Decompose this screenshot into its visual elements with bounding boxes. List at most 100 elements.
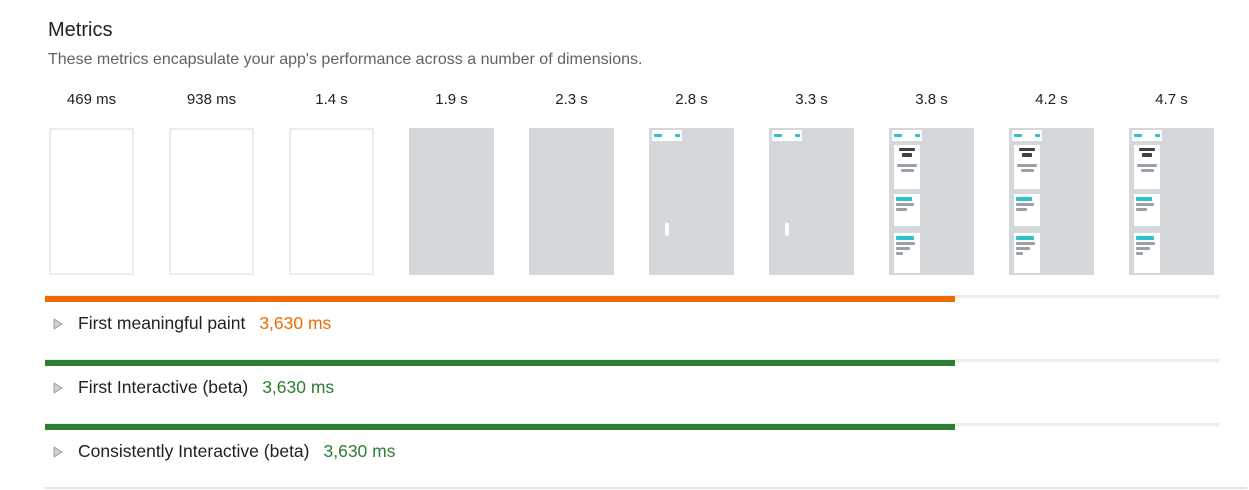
heading-line <box>896 197 912 201</box>
bottom-divider <box>45 487 1247 489</box>
filmstrip-thumbnail <box>1009 128 1094 275</box>
heading-line <box>1136 236 1154 240</box>
text-line <box>1136 247 1150 250</box>
text-line <box>1016 247 1030 250</box>
metric-name: First meaningful paint <box>78 313 246 333</box>
thumbnail-header-chip <box>1012 130 1042 141</box>
expand-arrow-icon[interactable] <box>53 446 63 458</box>
text-line <box>896 208 907 211</box>
metric-row[interactable]: First meaningful paint 3,630 ms <box>45 295 1249 359</box>
expand-arrow-icon[interactable] <box>53 382 63 394</box>
filmstrip-frame: 4.7 s <box>1129 91 1214 275</box>
thumbnail-menu-mark <box>915 134 920 137</box>
metric-row[interactable]: First Interactive (beta) 3,630 ms <box>45 359 1249 423</box>
text-line <box>1136 252 1143 255</box>
filmstrip-frame: 3.3 s <box>769 91 854 275</box>
page-title: Metrics <box>48 19 113 41</box>
filmstrip-timestamp: 3.3 s <box>795 91 828 108</box>
heading-line <box>1136 197 1152 201</box>
filmstrip-frame: 469 ms <box>49 91 134 275</box>
text-line <box>896 247 910 250</box>
text-line <box>1016 252 1023 255</box>
text-line <box>1142 153 1152 157</box>
text-line <box>1136 208 1147 211</box>
thumbnail-menu-mark <box>1035 134 1040 137</box>
text-line <box>1017 164 1037 167</box>
filmstrip-timestamp: 4.2 s <box>1035 91 1068 108</box>
thumbnail-loading-bar <box>665 223 669 236</box>
thumbnail-header-chip <box>652 130 682 141</box>
filmstrip-thumbnail <box>49 128 134 275</box>
filmstrip: 469 ms 938 ms 1.4 s 1.9 s 2.3 s 2.8 s 3.… <box>49 91 1249 275</box>
filmstrip-timestamp: 469 ms <box>66 91 117 108</box>
thumbnail-section-card <box>1014 194 1040 226</box>
metric-bar-fill <box>45 360 955 366</box>
text-line <box>1136 242 1155 245</box>
metric-row[interactable]: Consistently Interactive (beta) 3,630 ms <box>45 423 1249 487</box>
thumbnail-section-card <box>894 194 920 226</box>
metric-label-line: First Interactive (beta) 3,630 ms <box>47 377 1249 398</box>
filmstrip-timestamp: 1.9 s <box>435 91 468 108</box>
filmstrip-timestamp: 1.4 s <box>315 91 348 108</box>
thumbnail-logo-mark <box>1134 134 1142 137</box>
text-line <box>1137 164 1157 167</box>
thumbnail-menu-mark <box>795 134 800 137</box>
filmstrip-frame: 4.2 s <box>1009 91 1094 275</box>
filmstrip-frame: 1.9 s <box>409 91 494 275</box>
filmstrip-thumbnail <box>769 128 854 275</box>
metric-name: Consistently Interactive (beta) <box>78 441 310 461</box>
metric-bar-fill <box>45 296 955 302</box>
text-line <box>1016 203 1034 206</box>
thumbnail-header-chip <box>1132 130 1162 141</box>
filmstrip-timestamp: 938 ms <box>186 91 237 108</box>
thumbnail-logo-mark <box>894 134 902 137</box>
metric-value: 3,630 ms <box>323 441 396 461</box>
text-line <box>1016 242 1035 245</box>
thumbnail-logo-mark <box>774 134 782 137</box>
thumbnail-hero-card <box>1134 145 1160 189</box>
filmstrip-thumbnail <box>289 128 374 275</box>
metric-name: First Interactive (beta) <box>78 377 249 397</box>
text-line <box>1020 169 1034 172</box>
metric-value: 3,630 ms <box>262 377 335 397</box>
text-line <box>1140 169 1154 172</box>
expand-arrow-icon[interactable] <box>53 318 63 330</box>
heading-line <box>1016 236 1034 240</box>
thumbnail-loading-bar <box>785 223 789 236</box>
text-line <box>900 169 914 172</box>
filmstrip-timestamp: 2.8 s <box>675 91 708 108</box>
filmstrip-timestamp: 4.7 s <box>1155 91 1188 108</box>
text-line <box>1019 148 1035 151</box>
filmstrip-frame: 2.8 s <box>649 91 734 275</box>
metric-timeline-bar <box>45 359 1219 366</box>
text-line <box>896 242 915 245</box>
text-line <box>902 153 912 157</box>
filmstrip-thumbnail <box>1129 128 1214 275</box>
metric-label-line: Consistently Interactive (beta) 3,630 ms <box>47 441 1249 462</box>
filmstrip-timestamp: 2.3 s <box>555 91 588 108</box>
thumbnail-section-card <box>1134 194 1160 226</box>
metric-value: 3,630 ms <box>259 313 332 333</box>
metric-label-line: First meaningful paint 3,630 ms <box>47 313 1249 334</box>
filmstrip-frame: 1.4 s <box>289 91 374 275</box>
filmstrip-frame: 938 ms <box>169 91 254 275</box>
thumbnail-menu-mark <box>1155 134 1160 137</box>
text-line <box>1139 148 1155 151</box>
page-subtitle: These metrics encapsulate your app's per… <box>48 51 643 68</box>
filmstrip-thumbnail <box>649 128 734 275</box>
filmstrip-frame: 2.3 s <box>529 91 614 275</box>
filmstrip-timestamp: 3.8 s <box>915 91 948 108</box>
filmstrip-thumbnail <box>529 128 614 275</box>
filmstrip-thumbnail <box>889 128 974 275</box>
text-line <box>1022 153 1032 157</box>
thumbnail-hero-card <box>894 145 920 189</box>
filmstrip-thumbnail <box>409 128 494 275</box>
thumbnail-logo-mark <box>1014 134 1022 137</box>
thumbnail-section-card <box>894 233 920 273</box>
metric-timeline-bar <box>45 295 1219 302</box>
metric-timeline-bar <box>45 423 1219 430</box>
heading-line <box>896 236 914 240</box>
text-line <box>899 148 915 151</box>
thumbnail-header-chip <box>772 130 802 141</box>
